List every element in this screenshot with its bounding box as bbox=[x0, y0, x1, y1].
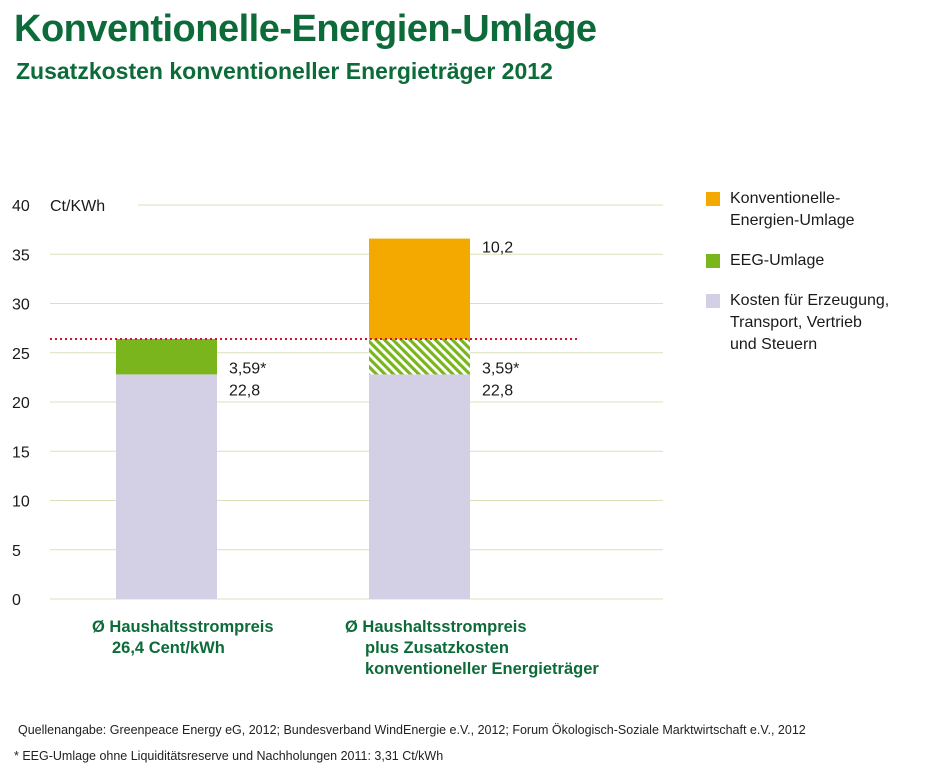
legend-label: Konventionelle- bbox=[730, 190, 841, 207]
y-tick-label: 20 bbox=[12, 395, 30, 412]
legend-item: Konventionelle- Energien-Umlage bbox=[706, 188, 931, 232]
bar-1-eeg-umlage bbox=[116, 339, 217, 375]
data-label: 22,8 bbox=[482, 382, 513, 399]
legend-label: Energien-Umlage bbox=[730, 212, 855, 229]
y-tick-label: 35 bbox=[12, 247, 30, 264]
legend-label: Kosten für Erzeugung, bbox=[730, 292, 890, 309]
category-label-line: 26,4 Cent/kWh bbox=[112, 639, 225, 657]
legend-label: Transport, Vertrieb bbox=[730, 314, 862, 331]
legend-label: EEG-Umlage bbox=[730, 252, 825, 269]
bar-1-kosten bbox=[116, 374, 217, 599]
y-tick-label: 15 bbox=[12, 444, 30, 461]
legend-swatch bbox=[706, 254, 720, 268]
footnote: * EEG-Umlage ohne Liquiditätsreserve und… bbox=[14, 749, 444, 763]
y-tick-label: 5 bbox=[12, 543, 21, 560]
bar-2-eeg-umlage bbox=[369, 339, 470, 375]
legend-item: EEG-Umlage bbox=[706, 250, 931, 272]
y-tick-label: 30 bbox=[12, 297, 30, 314]
y-tick-label: 40 bbox=[12, 198, 30, 215]
chart-subtitle: Zusatzkosten konventioneller Energieträg… bbox=[16, 58, 553, 84]
y-axis-label: Ct/KWh bbox=[50, 198, 105, 215]
y-tick-label: 0 bbox=[12, 592, 21, 609]
category-label: Ø Haushaltsstrompreis 26,4 Cent/kWh bbox=[92, 617, 274, 659]
y-tick-label: 25 bbox=[12, 346, 30, 363]
legend: Konventionelle- Energien-Umlage EEG-Umlage… bbox=[706, 188, 931, 374]
data-label: 10,2 bbox=[482, 240, 513, 257]
y-tick-label: 10 bbox=[12, 494, 30, 511]
data-label: 3,59* bbox=[482, 360, 519, 377]
source-note: Quellenangabe: Greenpeace Energy eG, 201… bbox=[18, 723, 806, 737]
legend-item: Kosten für Erzeugung, Transport, Vertrieb… bbox=[706, 290, 931, 356]
bar-2-kosten bbox=[369, 374, 470, 599]
legend-swatch bbox=[706, 192, 720, 206]
chart-title: Konventionelle-Energien-Umlage bbox=[14, 8, 597, 50]
legend-swatch bbox=[706, 294, 720, 308]
category-label-line: Ø Haushaltsstrompreis bbox=[345, 618, 527, 636]
bar-2-konventionelle-energien-umlage bbox=[369, 238, 470, 340]
legend-label: und Steuern bbox=[730, 336, 818, 353]
category-label-line: Ø Haushaltsstrompreis bbox=[92, 618, 274, 636]
data-label: 22,8 bbox=[229, 382, 260, 399]
data-label: 3,59* bbox=[229, 360, 266, 377]
category-label-line: plus Zusatzkosten bbox=[365, 639, 509, 657]
category-label: Ø Haushaltsstrompreis plus Zusatzkosten ko… bbox=[345, 617, 599, 680]
category-label-line: konventioneller Energieträger bbox=[365, 660, 599, 678]
